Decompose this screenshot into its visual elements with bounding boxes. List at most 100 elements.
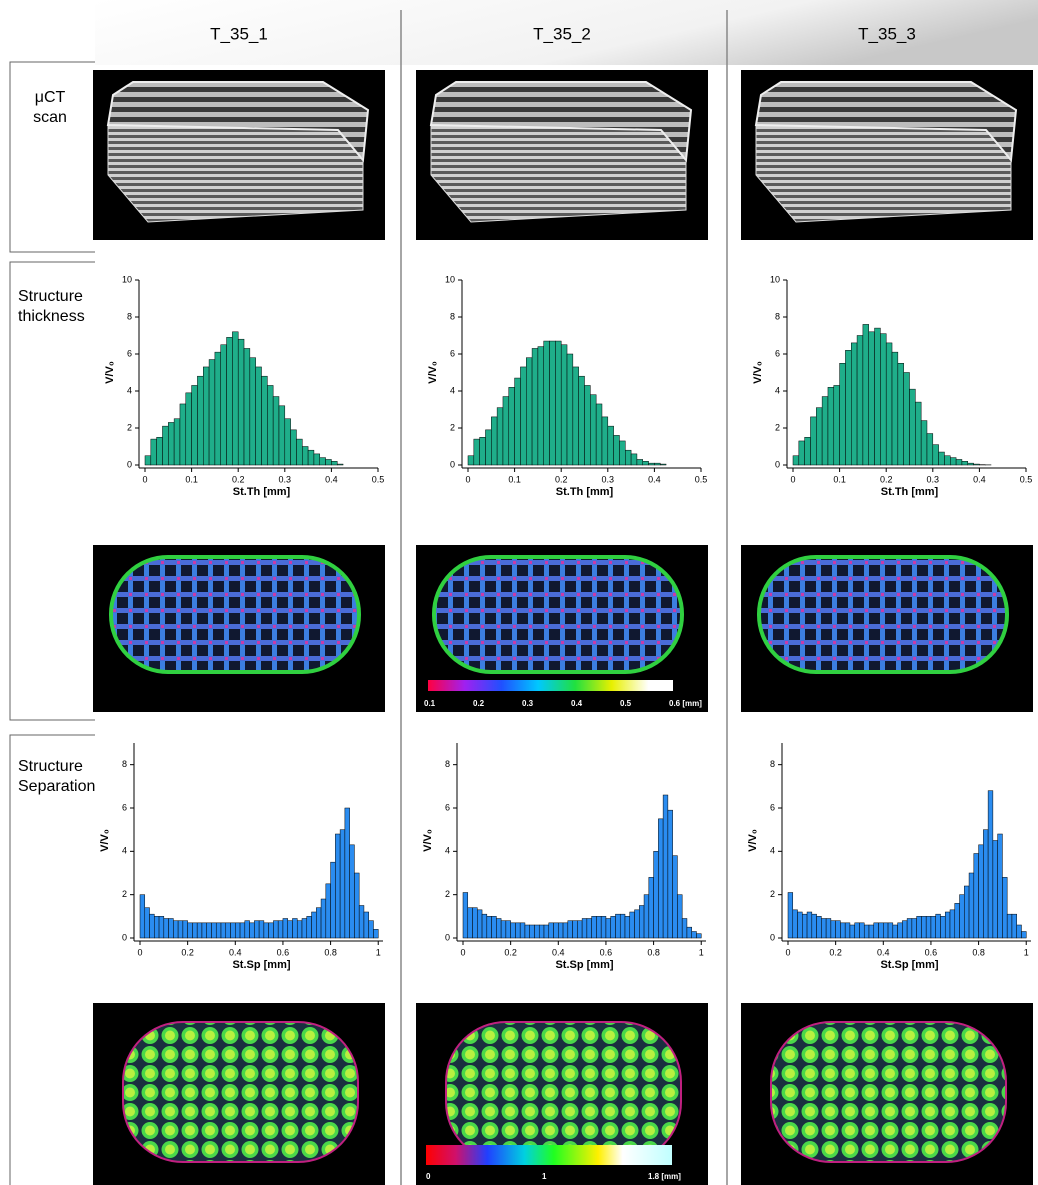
histogram-bar (921, 421, 927, 465)
y-tick-label: 2 (127, 422, 132, 432)
y-tick-label: 4 (122, 846, 127, 856)
histogram-bar (273, 397, 279, 465)
histogram-bar (649, 877, 654, 938)
histogram-bar (240, 923, 245, 938)
histogram-bar (515, 923, 520, 938)
histogram-bar (614, 435, 620, 465)
x-tick-label: 0.2 (181, 947, 194, 957)
histogram-bar (625, 916, 630, 938)
histogram-bar (283, 919, 288, 939)
row-label: scan (33, 109, 67, 126)
histogram-bar (221, 345, 227, 465)
histogram-bar (931, 916, 936, 938)
histogram-bar (558, 923, 563, 938)
histogram-bar (202, 923, 207, 938)
histogram-bar (644, 895, 649, 938)
histogram-bar (596, 404, 602, 465)
histogram-bar (933, 445, 939, 465)
thickness-capsule (111, 557, 359, 672)
histogram-bar (840, 363, 846, 465)
y-tick-label: 6 (775, 348, 780, 358)
histogram-bar (269, 923, 274, 938)
x-axis-label: St.Sp [mm] (880, 959, 938, 971)
separation-capsule (123, 1022, 358, 1162)
histogram-bar (157, 437, 163, 465)
histogram-bar (836, 921, 841, 938)
histogram-bar (491, 417, 497, 465)
histogram-bar (245, 921, 250, 938)
histogram-bar (302, 919, 307, 939)
histogram-bar (673, 856, 678, 938)
histogram-bar (893, 925, 898, 938)
colorbar-label: 1 (542, 1172, 547, 1181)
figure: μCT scan Structure thickness Structure S… (0, 0, 1038, 1185)
separation-capsule (771, 1022, 1006, 1162)
histogram-bar (238, 339, 244, 465)
histogram-bar (254, 921, 259, 938)
histogram-bar (960, 895, 965, 938)
row-label: Structure (18, 288, 83, 305)
y-tick-label: 2 (770, 889, 775, 899)
x-tick-label: 0.3 (602, 474, 615, 484)
column-title: T_35_3 (858, 24, 916, 43)
histogram-bar (539, 925, 544, 938)
histogram-bar (826, 919, 831, 939)
x-tick-label: 0 (142, 474, 147, 484)
histogram-bar (1021, 932, 1026, 939)
histogram-bar (596, 916, 601, 938)
histogram-bar (955, 903, 960, 938)
y-tick-label: 4 (445, 846, 450, 856)
colorbar-label: 0.3 (522, 699, 534, 708)
y-axis-label: V/V₀ (747, 829, 759, 852)
y-tick-label: 0 (770, 932, 775, 942)
x-tick-label: 0.5 (695, 474, 708, 484)
histogram-bar (296, 439, 302, 465)
x-tick-label: 0.4 (325, 474, 338, 484)
histogram-bar (503, 397, 509, 465)
y-tick-label: 10 (770, 274, 780, 284)
histogram-bar (950, 458, 956, 465)
histogram-bar (625, 450, 631, 465)
histogram-bar (810, 417, 816, 465)
histogram-bar (150, 914, 155, 938)
histogram-bar (169, 919, 174, 939)
x-tick-label: 0.8 (324, 947, 337, 957)
x-axis-label: St.Sp [mm] (232, 959, 290, 971)
histogram-bar (788, 893, 793, 939)
x-tick-label: 0.4 (552, 947, 565, 957)
histogram-bar (1007, 914, 1012, 938)
histogram-bar (869, 925, 874, 938)
histogram-bar (250, 923, 255, 938)
histogram-bar (168, 422, 174, 465)
histogram-bar (511, 923, 516, 938)
histogram-bar (302, 447, 308, 466)
histogram-bar (308, 450, 314, 465)
column-title: T_35_1 (210, 24, 268, 43)
histogram-bar (256, 367, 262, 465)
histogram-bar (164, 919, 169, 939)
histogram-bar (677, 895, 682, 938)
histogram-bar (480, 437, 486, 465)
y-tick-label: 4 (775, 385, 780, 395)
histogram-bar (312, 912, 317, 938)
histogram-bar (549, 923, 554, 938)
y-tick-label: 8 (775, 311, 780, 321)
histogram-bar (320, 458, 326, 465)
histogram-bar (235, 923, 240, 938)
histogram-bar (463, 893, 468, 939)
histogram-bar (278, 921, 283, 938)
histogram-bar (682, 919, 687, 939)
row-frame (10, 735, 95, 1185)
histogram-bar (663, 795, 668, 938)
histogram-bar (863, 324, 869, 465)
histogram-bar (273, 921, 278, 938)
histogram-bar (267, 385, 273, 465)
histogram-bar (211, 923, 216, 938)
histogram-bar (337, 464, 343, 465)
histogram-bar (525, 925, 530, 938)
histogram-bar (364, 912, 369, 938)
histogram-bar (606, 919, 611, 939)
colorbar-label: 1.8 [mm] (648, 1172, 681, 1181)
histogram-bar (883, 923, 888, 938)
histogram-bar (855, 923, 860, 938)
